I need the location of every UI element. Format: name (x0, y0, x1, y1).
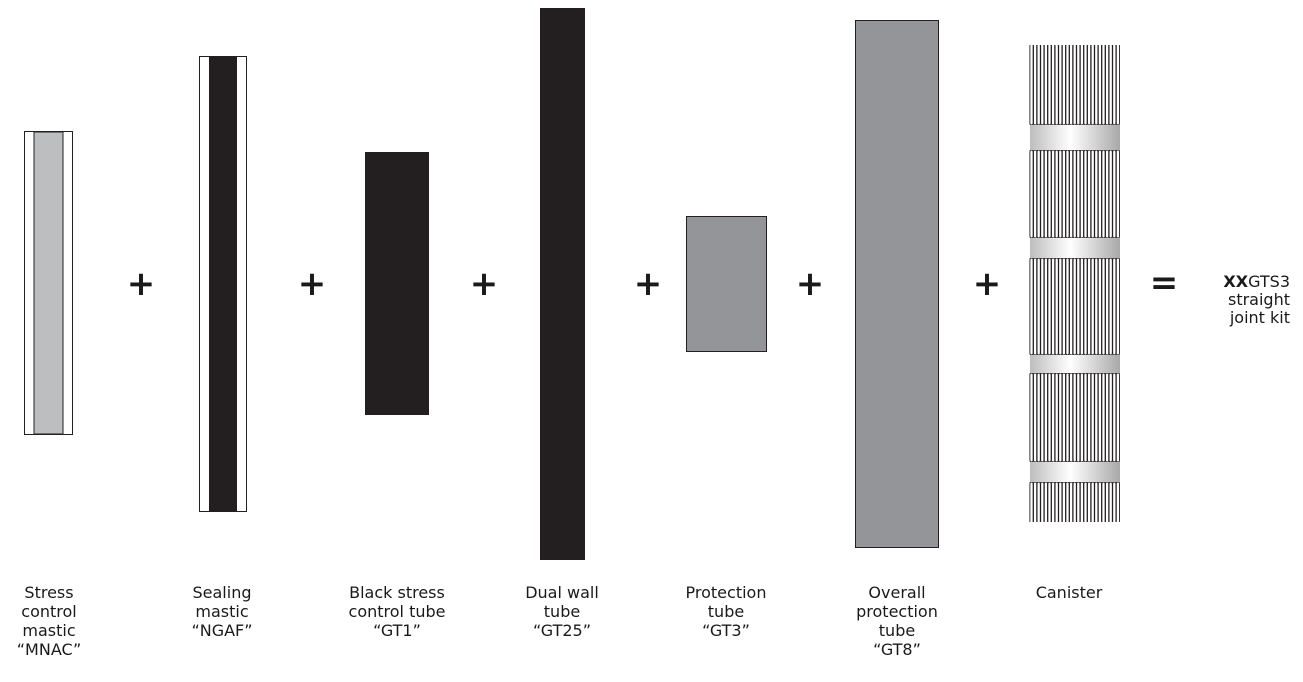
label-dual-wall-tube: Dual wall tube “GT25” (525, 583, 599, 640)
black-stress-control-tube-shape (365, 152, 429, 415)
result-code-rest: GTS3 (1248, 272, 1290, 291)
sealing-mastic-shape (199, 56, 247, 512)
canister-shape (1029, 45, 1120, 522)
plus-sign-4: + (633, 264, 663, 304)
plus-sign-3: + (469, 264, 499, 304)
result-line-3: joint kit (1229, 308, 1290, 327)
label-overall-protection-tube: Overall protection tube “GT8” (856, 583, 938, 659)
label-stress-control-mastic: Stress control mastic “MNAC” (16, 583, 82, 659)
label-black-stress-control-tube: Black stress control tube “GT1” (348, 583, 446, 640)
stress-control-mastic-shape (24, 131, 73, 435)
dual-wall-tube-shape (540, 8, 585, 560)
result-line-2: straight (1227, 290, 1290, 309)
plus-sign-6: + (972, 264, 1002, 304)
result-code-bold: XX (1223, 272, 1249, 291)
result-kit-label: XXGTS3 straight joint kit (1212, 273, 1290, 327)
label-canister: Canister (1035, 583, 1103, 602)
protection-tube-shape (686, 216, 767, 352)
overall-protection-tube-shape (855, 20, 939, 548)
label-protection-tube: Protection tube “GT3” (685, 583, 767, 640)
plus-sign-2: + (297, 264, 327, 304)
plus-sign-1: + (126, 264, 156, 304)
label-sealing-mastic: Sealing mastic “NGAF” (191, 583, 253, 640)
plus-sign-5: + (795, 264, 825, 304)
equals-sign: = (1149, 263, 1179, 303)
